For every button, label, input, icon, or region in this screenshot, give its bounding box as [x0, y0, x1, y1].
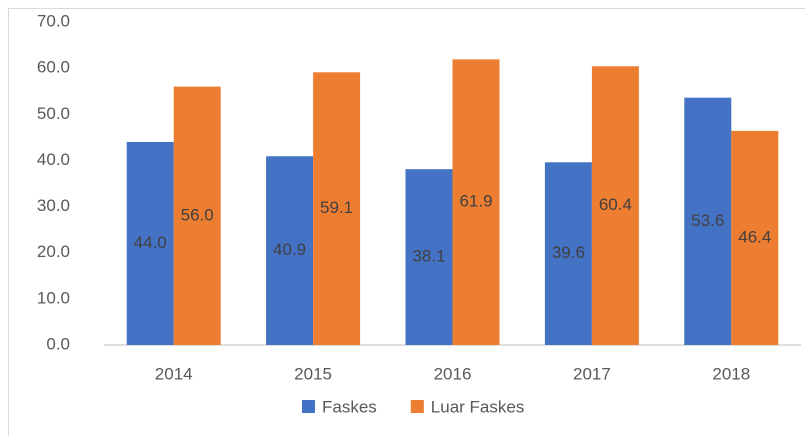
data-label: 44.0 — [134, 233, 167, 252]
data-label: 59.1 — [320, 198, 353, 217]
bar — [313, 72, 361, 345]
bar — [126, 141, 174, 345]
chart-border — [8, 8, 805, 436]
data-label: 46.4 — [738, 227, 771, 246]
bar — [173, 86, 221, 345]
data-label: 40.9 — [273, 240, 306, 259]
bar — [266, 156, 314, 345]
x-tick-label: 2017 — [573, 364, 611, 383]
data-label: 56.0 — [181, 205, 214, 224]
y-tick-label: 70.0 — [37, 11, 70, 30]
data-label: 53.6 — [691, 211, 724, 230]
x-tick-label: 2018 — [712, 364, 750, 383]
y-tick-label: 50.0 — [37, 104, 70, 123]
bar — [405, 169, 453, 345]
x-tick-label: 2016 — [434, 364, 472, 383]
legend-swatch — [410, 400, 424, 413]
bar — [684, 97, 732, 345]
y-tick-label: 0.0 — [46, 334, 70, 353]
legend-swatch — [302, 400, 315, 413]
y-tick-label: 10.0 — [37, 288, 70, 307]
y-tick-label: 40.0 — [37, 150, 70, 169]
y-tick-label: 20.0 — [37, 242, 70, 261]
data-label: 38.1 — [412, 247, 445, 266]
data-label: 61.9 — [459, 192, 492, 211]
bar — [731, 130, 779, 345]
legend-label: Luar Faskes — [431, 397, 525, 416]
x-tick-label: 2015 — [294, 364, 332, 383]
bar — [591, 66, 639, 345]
bar — [452, 59, 500, 346]
x-tick-label: 2014 — [155, 364, 193, 383]
bar — [544, 162, 592, 345]
data-label: 39.6 — [552, 243, 585, 262]
legend-label: Faskes — [322, 397, 377, 416]
y-tick-label: 60.0 — [37, 58, 70, 77]
y-tick-label: 30.0 — [37, 196, 70, 215]
data-label: 60.4 — [599, 195, 632, 214]
